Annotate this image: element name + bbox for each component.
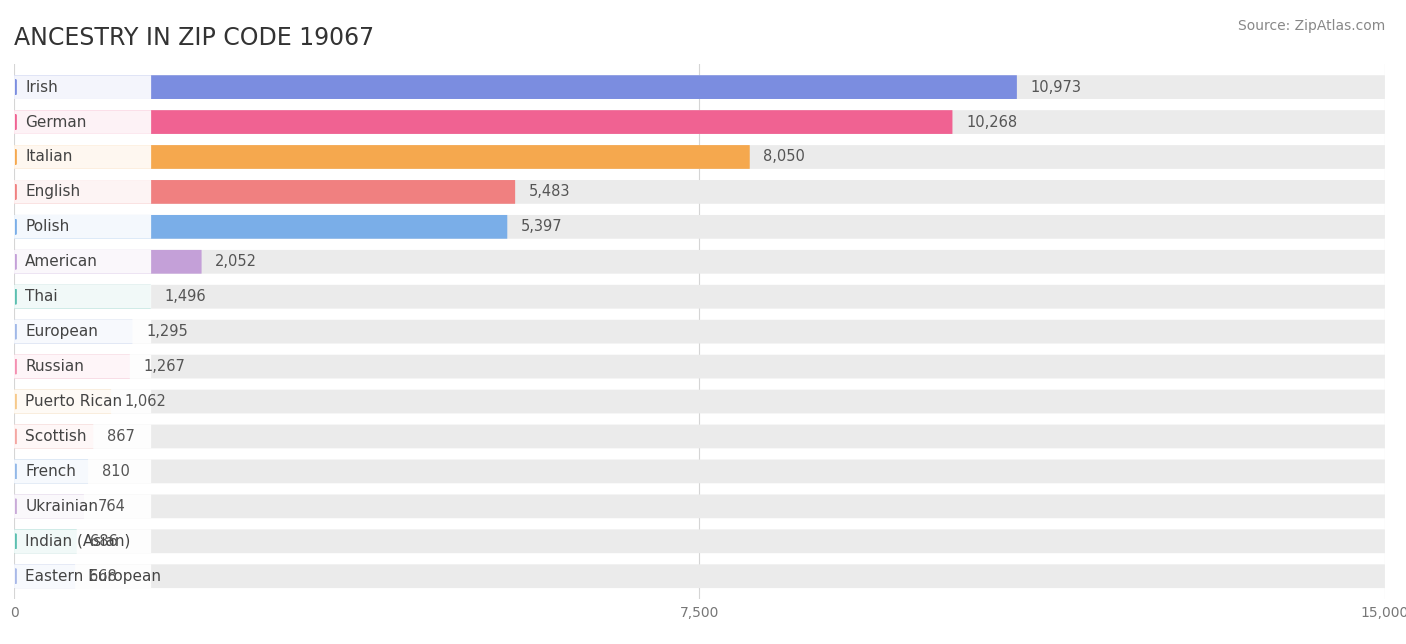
Text: 810: 810 (101, 464, 129, 479)
Text: 1,295: 1,295 (146, 324, 188, 339)
FancyBboxPatch shape (14, 424, 152, 448)
FancyBboxPatch shape (14, 390, 1385, 413)
Text: German: German (25, 115, 87, 129)
FancyBboxPatch shape (14, 215, 508, 239)
Text: 5,483: 5,483 (529, 184, 571, 200)
FancyBboxPatch shape (14, 75, 1385, 99)
FancyBboxPatch shape (14, 495, 152, 518)
FancyBboxPatch shape (14, 390, 152, 413)
FancyBboxPatch shape (14, 180, 152, 204)
Text: Puerto Rican: Puerto Rican (25, 394, 122, 409)
Text: 1,496: 1,496 (165, 289, 207, 304)
FancyBboxPatch shape (14, 250, 201, 274)
Text: Indian (Asian): Indian (Asian) (25, 534, 131, 549)
FancyBboxPatch shape (14, 180, 1385, 204)
FancyBboxPatch shape (14, 215, 1385, 239)
Text: Polish: Polish (25, 220, 70, 234)
FancyBboxPatch shape (14, 424, 93, 448)
FancyBboxPatch shape (14, 495, 84, 518)
FancyBboxPatch shape (14, 529, 1385, 553)
FancyBboxPatch shape (14, 250, 1385, 274)
FancyBboxPatch shape (14, 320, 1385, 343)
Text: Scottish: Scottish (25, 429, 87, 444)
Text: Russian: Russian (25, 359, 84, 374)
FancyBboxPatch shape (14, 285, 1385, 308)
Text: 867: 867 (107, 429, 135, 444)
FancyBboxPatch shape (14, 110, 952, 134)
FancyBboxPatch shape (14, 460, 1385, 483)
FancyBboxPatch shape (14, 145, 749, 169)
Text: Source: ZipAtlas.com: Source: ZipAtlas.com (1237, 19, 1385, 33)
Text: ANCESTRY IN ZIP CODE 19067: ANCESTRY IN ZIP CODE 19067 (14, 26, 374, 50)
Text: French: French (25, 464, 76, 479)
FancyBboxPatch shape (14, 145, 152, 169)
Text: 10,973: 10,973 (1031, 80, 1081, 95)
Text: American: American (25, 254, 98, 269)
Text: Eastern European: Eastern European (25, 569, 162, 583)
FancyBboxPatch shape (14, 564, 152, 588)
Text: 1,267: 1,267 (143, 359, 186, 374)
FancyBboxPatch shape (14, 320, 132, 343)
Text: 8,050: 8,050 (763, 149, 806, 164)
Text: Thai: Thai (25, 289, 58, 304)
FancyBboxPatch shape (14, 285, 152, 308)
FancyBboxPatch shape (14, 460, 89, 483)
FancyBboxPatch shape (14, 529, 152, 553)
FancyBboxPatch shape (14, 495, 1385, 518)
Text: 764: 764 (97, 499, 125, 514)
Text: 668: 668 (89, 569, 117, 583)
FancyBboxPatch shape (14, 355, 152, 379)
Text: 1,062: 1,062 (125, 394, 167, 409)
FancyBboxPatch shape (14, 355, 129, 379)
FancyBboxPatch shape (14, 390, 111, 413)
Text: 686: 686 (90, 534, 118, 549)
FancyBboxPatch shape (14, 250, 152, 274)
FancyBboxPatch shape (14, 355, 1385, 379)
FancyBboxPatch shape (14, 460, 152, 483)
Text: European: European (25, 324, 98, 339)
Text: Italian: Italian (25, 149, 73, 164)
FancyBboxPatch shape (14, 110, 1385, 134)
Text: Ukrainian: Ukrainian (25, 499, 98, 514)
FancyBboxPatch shape (14, 145, 1385, 169)
FancyBboxPatch shape (14, 110, 152, 134)
FancyBboxPatch shape (14, 180, 515, 204)
Text: 5,397: 5,397 (522, 220, 562, 234)
FancyBboxPatch shape (14, 564, 75, 588)
Text: 2,052: 2,052 (215, 254, 257, 269)
FancyBboxPatch shape (14, 529, 77, 553)
FancyBboxPatch shape (14, 424, 1385, 448)
Text: English: English (25, 184, 80, 200)
Text: 10,268: 10,268 (966, 115, 1018, 129)
FancyBboxPatch shape (14, 564, 1385, 588)
FancyBboxPatch shape (14, 75, 152, 99)
FancyBboxPatch shape (14, 285, 150, 308)
FancyBboxPatch shape (14, 320, 152, 343)
Text: Irish: Irish (25, 80, 58, 95)
FancyBboxPatch shape (14, 215, 152, 239)
FancyBboxPatch shape (14, 75, 1017, 99)
